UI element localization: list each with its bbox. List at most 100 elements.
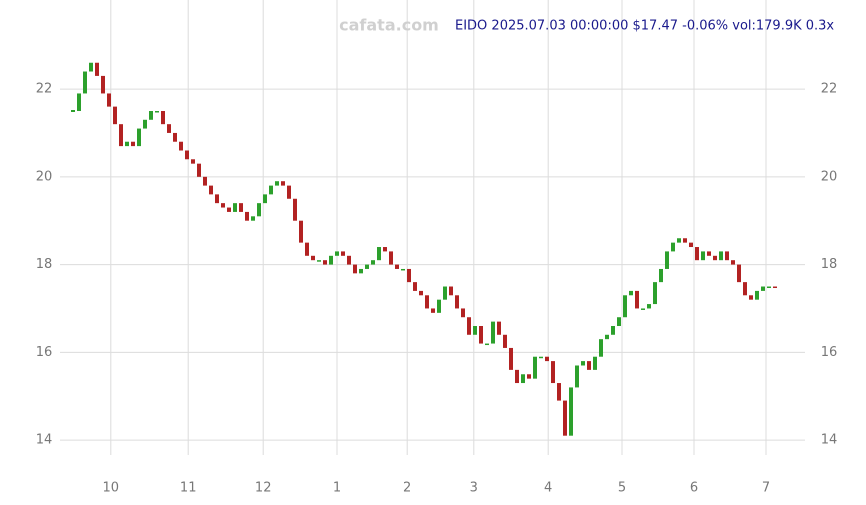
candle (293, 198, 297, 221)
candle (311, 255, 315, 261)
candle (407, 268, 411, 283)
candle (101, 75, 105, 94)
candle (455, 295, 459, 309)
x-tick-label: 7 (762, 481, 770, 496)
candle (245, 211, 249, 221)
candle (527, 374, 531, 379)
candle (581, 361, 585, 366)
candle (761, 286, 765, 291)
candle (233, 203, 237, 212)
candle (323, 260, 327, 265)
x-tick-label: 2 (403, 481, 411, 496)
candle (737, 264, 741, 283)
candle (107, 93, 111, 107)
candle (335, 251, 339, 256)
candle (179, 141, 183, 151)
candle (203, 176, 207, 186)
candle (221, 203, 225, 208)
candle (239, 203, 243, 212)
y-tick-label-right: 16 (821, 345, 838, 360)
candle (605, 334, 609, 340)
candle (125, 141, 129, 147)
candle (95, 62, 99, 76)
candle (131, 141, 135, 147)
y-tick-label: 22 (36, 82, 53, 97)
candle (191, 159, 195, 164)
candle (473, 326, 477, 335)
candle (569, 387, 573, 436)
candle (215, 194, 219, 204)
y-tick-label-right: 22 (821, 82, 838, 97)
candle (719, 251, 723, 261)
candle (725, 251, 729, 261)
y-tick-label-right: 18 (821, 257, 838, 272)
x-tick-label: 12 (255, 481, 272, 496)
y-tick-label: 14 (36, 433, 53, 448)
candle (305, 242, 309, 256)
candle (497, 321, 501, 335)
candle (83, 71, 87, 94)
candle (491, 321, 495, 344)
candle (479, 326, 483, 344)
candle (671, 242, 675, 252)
candle (425, 295, 429, 309)
candle (413, 282, 417, 291)
candle (155, 111, 159, 113)
candle (731, 260, 735, 265)
candle (359, 268, 363, 274)
candle (557, 383, 561, 401)
candle (623, 295, 627, 318)
candle (383, 247, 387, 252)
candle (593, 356, 597, 370)
candle (269, 185, 273, 195)
candle (659, 268, 663, 283)
candle (563, 400, 567, 436)
candle (743, 282, 747, 296)
candle (281, 181, 285, 186)
candle (713, 255, 717, 261)
candle (683, 238, 687, 243)
candle (395, 264, 399, 269)
candle (467, 317, 471, 335)
candle (587, 361, 591, 370)
candle (173, 132, 177, 142)
candle (635, 290, 639, 309)
candle (353, 264, 357, 274)
candle (485, 343, 489, 346)
candle (515, 369, 519, 384)
candle (365, 264, 369, 269)
candle (119, 124, 123, 147)
candle (371, 260, 375, 265)
candle (113, 106, 117, 125)
candle (341, 251, 345, 256)
candle (551, 361, 555, 384)
candle (689, 242, 693, 248)
y-tick-label-right: 20 (821, 169, 838, 184)
candle (653, 282, 657, 305)
candle (617, 317, 621, 327)
candle (209, 185, 213, 195)
x-tick-label: 5 (618, 481, 626, 496)
candle (299, 220, 303, 243)
candle (149, 111, 153, 120)
candle (533, 356, 537, 379)
y-tick-label-right: 14 (821, 433, 838, 448)
candle (251, 216, 255, 221)
watermark: cafata.com (339, 16, 439, 35)
x-tick-label: 10 (103, 481, 120, 496)
candle (647, 304, 651, 309)
candle (77, 93, 81, 112)
x-tick-label: 4 (544, 481, 552, 496)
candle (449, 286, 453, 296)
candle (539, 356, 543, 359)
candle (401, 268, 405, 271)
candle (749, 295, 753, 300)
candle (701, 251, 705, 261)
candle (329, 255, 333, 265)
candle (665, 251, 669, 269)
candle (503, 334, 507, 348)
candle (707, 251, 711, 256)
candle (227, 207, 231, 212)
